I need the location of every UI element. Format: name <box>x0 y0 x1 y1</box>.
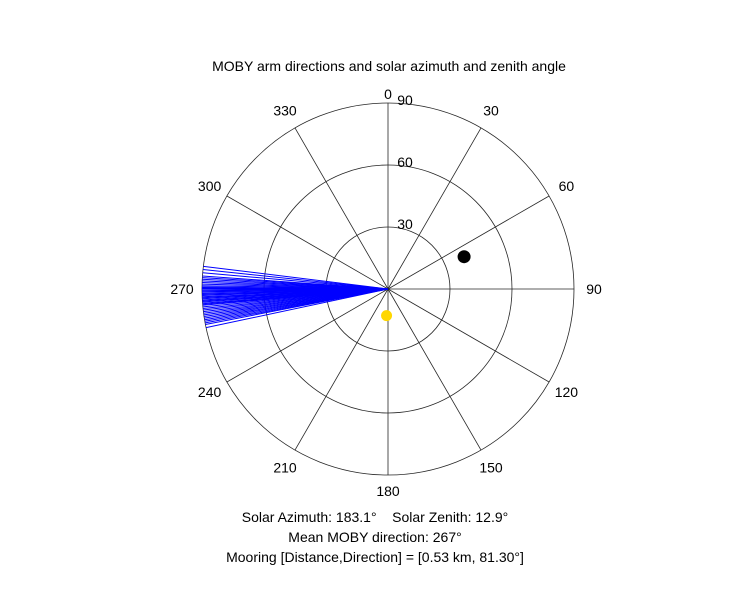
moby-arm-line <box>203 265 389 290</box>
spoke-330 <box>294 127 389 290</box>
spoke-30 <box>387 127 482 290</box>
r-label-90: 90 <box>397 92 413 108</box>
chart-title: MOBY arm directions and solar azimuth an… <box>212 58 566 74</box>
markers <box>381 250 471 322</box>
sun-marker <box>381 310 393 322</box>
spoke-300 <box>226 195 389 290</box>
mooring-marker <box>457 250 471 264</box>
r-tick-labels: 30 60 90 <box>397 92 413 232</box>
r-label-30: 30 <box>397 216 413 232</box>
spoke-240 <box>226 288 389 383</box>
theta-label-90: 90 <box>586 281 602 297</box>
theta-label-60: 60 <box>559 178 575 194</box>
theta-label-300: 300 <box>198 178 222 194</box>
spoke-210 <box>294 288 389 451</box>
theta-label-30: 30 <box>483 103 499 119</box>
moby-arm-line <box>202 269 389 290</box>
mean-moby-direction-text: Mean MOBY direction: 267° <box>288 529 462 545</box>
r-label-60: 60 <box>397 154 413 170</box>
theta-label-150: 150 <box>479 459 503 475</box>
solar-info-line: Solar Azimuth: 183.1° Solar Zenith: 12.9… <box>0 507 750 527</box>
spoke-120 <box>387 288 550 383</box>
theta-label-180: 180 <box>376 483 400 499</box>
theta-label-120: 120 <box>555 384 579 400</box>
spoke-60 <box>387 195 550 290</box>
theta-label-270: 270 <box>170 281 194 297</box>
theta-label-0: 0 <box>384 86 392 102</box>
moby-arm-lines <box>201 265 389 329</box>
solar-azimuth-text: Solar Azimuth: 183.1° <box>241 509 377 525</box>
theta-tick-labels: 0 30 60 90 120 150 180 210 240 270 300 330 <box>170 86 602 499</box>
moby-arm-line <box>202 275 389 290</box>
moby-arm-line <box>205 288 389 329</box>
solar-zenith-text: Solar Zenith: 12.9° <box>392 509 509 525</box>
moby-arm-line <box>202 272 389 290</box>
theta-label-240: 240 <box>198 384 222 400</box>
spoke-150 <box>387 288 482 451</box>
mooring-info-text: Mooring [Distance,Direction] = [0.53 km,… <box>226 549 524 565</box>
theta-label-330: 330 <box>273 103 297 119</box>
theta-label-210: 210 <box>273 459 297 475</box>
